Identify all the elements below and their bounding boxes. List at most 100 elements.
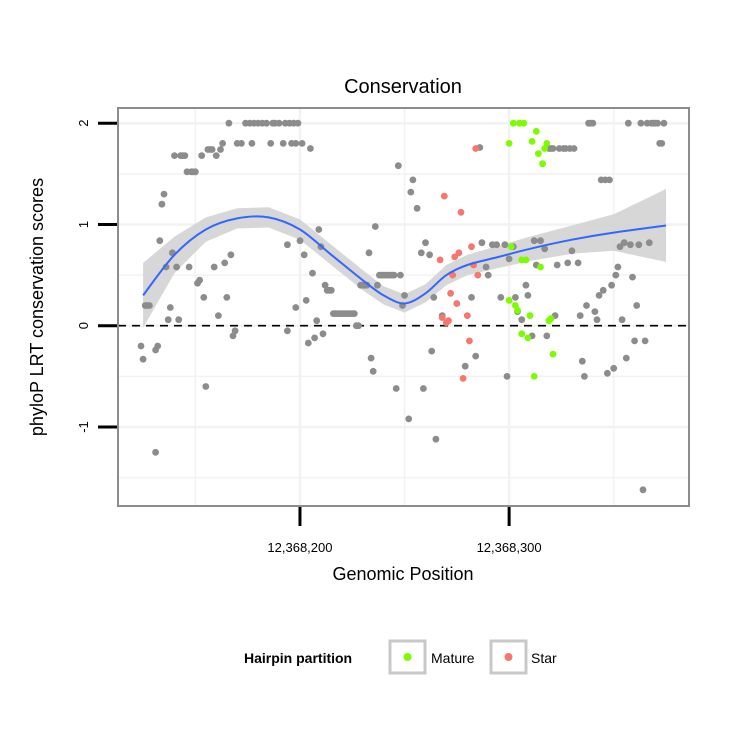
- data-point-other: [635, 241, 643, 249]
- y-tick-label: 2: [76, 120, 91, 127]
- data-point-other: [468, 294, 475, 301]
- legend-label-star: Star: [531, 650, 557, 666]
- data-point-other: [549, 145, 557, 152]
- data-point-other: [553, 261, 561, 269]
- data-point-other: [313, 317, 321, 325]
- data-point-other: [284, 327, 291, 335]
- data-point-other: [606, 176, 613, 184]
- data-point-star: [457, 208, 465, 216]
- data-point-other: [248, 140, 256, 147]
- data-point-other: [428, 347, 436, 355]
- y-tick-label: 1: [76, 221, 91, 228]
- data-point-other: [210, 263, 218, 271]
- data-point-other: [660, 119, 668, 127]
- data-point-other: [578, 357, 586, 365]
- data-point-other: [350, 310, 358, 317]
- y-tick-label: 0: [76, 322, 91, 329]
- data-point-other: [503, 373, 511, 380]
- data-point-other: [497, 294, 505, 301]
- data-point-mature: [535, 150, 542, 158]
- data-point-other: [173, 263, 181, 271]
- data-point-mature: [537, 263, 544, 271]
- data-point-other: [574, 259, 582, 267]
- data-point-star: [449, 271, 457, 279]
- data-point-other: [175, 316, 183, 324]
- confidence-band-area: [143, 189, 667, 328]
- data-point-other: [304, 339, 312, 347]
- data-point-other: [641, 337, 649, 345]
- data-point-other: [212, 152, 220, 160]
- data-point-mature: [539, 160, 546, 168]
- data-point-other: [620, 239, 628, 247]
- data-point-other: [622, 354, 630, 362]
- data-point-other: [164, 316, 172, 324]
- data-point-other: [217, 146, 224, 153]
- data-point-other: [564, 259, 572, 267]
- data-point-other: [422, 239, 429, 247]
- data-point-other: [221, 259, 229, 267]
- data-point-other: [397, 271, 404, 279]
- data-point-other: [604, 369, 611, 377]
- data-point-other: [200, 294, 208, 301]
- data-point-other: [543, 332, 551, 340]
- data-point-other: [292, 140, 300, 147]
- y-axis-title: phyloP LRT conservation scores: [27, 178, 47, 436]
- chart-title: Conservation: [344, 76, 462, 98]
- data-point-other: [530, 237, 538, 245]
- data-point-mature: [532, 127, 540, 135]
- data-point-mature: [524, 334, 532, 342]
- data-point-other: [413, 204, 421, 212]
- data-point-other: [202, 383, 210, 390]
- data-point-other: [390, 271, 398, 279]
- data-point-mature: [505, 140, 513, 147]
- data-point-other: [196, 276, 204, 284]
- data-point-star: [451, 253, 459, 261]
- data-point-other: [405, 415, 413, 423]
- data-point-other: [363, 281, 371, 289]
- data-point-other: [629, 273, 636, 281]
- data-point-mature: [520, 119, 528, 127]
- data-point-star: [445, 317, 452, 325]
- x-tick-label: 12,368,300: [477, 540, 542, 555]
- data-point-star: [447, 289, 454, 297]
- data-point-other: [229, 332, 237, 340]
- data-point-other: [658, 140, 666, 147]
- data-point-other: [215, 312, 222, 319]
- data-point-other: [583, 302, 590, 309]
- data-point-other: [284, 241, 291, 249]
- data-point-mature: [530, 373, 538, 380]
- data-point-mature: [526, 312, 534, 319]
- legend-swatch-star: [504, 653, 513, 661]
- data-point-other: [185, 263, 193, 271]
- data-point-mature: [505, 297, 513, 304]
- data-point-other: [394, 162, 402, 170]
- data-point-other: [296, 237, 304, 245]
- data-point-other: [311, 334, 318, 342]
- confidence-band: [143, 189, 667, 328]
- data-point-other: [518, 316, 526, 324]
- data-point-other: [263, 119, 270, 127]
- data-point-mature: [543, 140, 551, 147]
- x-axis: 12,368,200 12,368,300: [267, 507, 542, 555]
- data-point-other: [156, 237, 164, 245]
- data-point-other: [482, 263, 490, 271]
- data-point-other: [426, 251, 433, 259]
- data-point-other: [654, 119, 661, 127]
- data-point-other: [198, 152, 206, 160]
- data-point-other: [624, 119, 632, 127]
- legend-swatch-mature: [403, 653, 412, 661]
- data-point-other: [612, 271, 620, 279]
- data-point-mature: [507, 243, 515, 251]
- data-point-other: [327, 286, 335, 294]
- legend: Hairpin partition Mature Star: [244, 639, 557, 675]
- legend-label-mature: Mature: [431, 650, 475, 666]
- data-point-other: [593, 316, 601, 324]
- data-points: [137, 119, 668, 494]
- legend-title: Hairpin partition: [244, 650, 352, 666]
- y-axis: -1 0 1 2: [76, 120, 117, 433]
- data-point-other: [146, 302, 153, 309]
- smooth-fit-line: [142, 215, 667, 305]
- data-point-other: [160, 190, 168, 198]
- data-point-other: [367, 354, 375, 362]
- data-point-other: [307, 145, 314, 152]
